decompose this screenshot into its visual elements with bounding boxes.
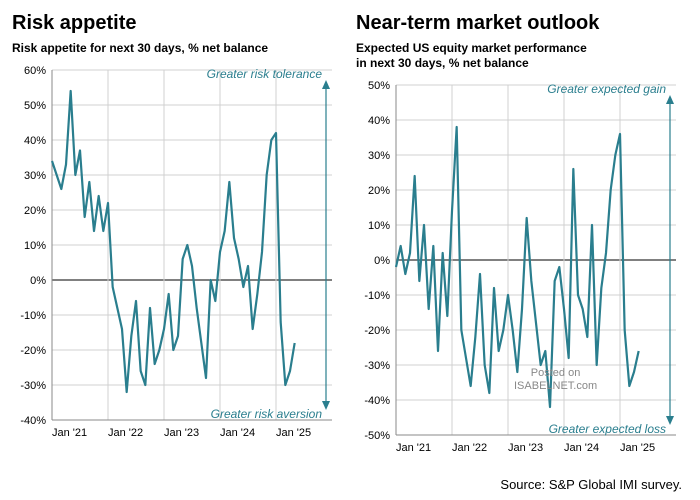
svg-text:Jan '24: Jan '24	[220, 427, 255, 439]
svg-text:Jan '22: Jan '22	[108, 427, 143, 439]
svg-text:30%: 30%	[368, 150, 390, 162]
svg-text:0%: 0%	[374, 255, 390, 267]
svg-text:0%: 0%	[30, 275, 46, 287]
line-chart: -40% -30% -20% -10% 0% 10% 20% 30% 40% 50% 60% Jan …	[12, 62, 342, 442]
svg-text:Greater risk tolerance: Greater risk tolerance	[207, 67, 323, 81]
svg-text:20%: 20%	[368, 185, 390, 197]
svg-text:Jan '21: Jan '21	[52, 427, 87, 439]
svg-text:Greater expected loss: Greater expected loss	[549, 422, 666, 436]
chart-title: Near-term market outlook	[356, 12, 688, 35]
chart-area: -50% -40% -30% -20% -10% 0% 10% 20% 30% 40% 50% Jan…	[356, 77, 688, 462]
chart-area: -40% -30% -20% -10% 0% 10% 20% 30% 40% 50% 60% Jan …	[12, 62, 344, 447]
chart-title: Risk appetite	[12, 12, 344, 35]
panel-row: Risk appetite Risk appetite for next 30 …	[12, 12, 688, 462]
svg-text:Jan '23: Jan '23	[508, 442, 543, 454]
line-chart: -50% -40% -30% -20% -10% 0% 10% 20% 30% 40% 50% Jan…	[356, 77, 686, 457]
source-text: Source: S&P Global IMI survey.	[500, 477, 682, 492]
svg-text:40%: 40%	[368, 115, 390, 127]
svg-text:-40%: -40%	[20, 415, 46, 427]
svg-text:-40%: -40%	[364, 395, 390, 407]
svg-text:-20%: -20%	[364, 325, 390, 337]
svg-text:-30%: -30%	[20, 380, 46, 392]
chart-subtitle: Risk appetite for next 30 days, % net ba…	[12, 41, 344, 56]
svg-text:20%: 20%	[24, 205, 46, 217]
svg-text:30%: 30%	[24, 170, 46, 182]
panel-market-outlook: Near-term market outlook Expected US equ…	[356, 12, 688, 462]
chart-subtitle: Expected US equity market performance in…	[356, 41, 688, 71]
svg-text:60%: 60%	[24, 65, 46, 77]
svg-text:Greater expected gain: Greater expected gain	[547, 82, 666, 96]
svg-text:-10%: -10%	[364, 290, 390, 302]
svg-text:10%: 10%	[24, 240, 46, 252]
svg-text:Greater risk aversion: Greater risk aversion	[211, 407, 323, 421]
svg-text:50%: 50%	[24, 100, 46, 112]
svg-text:Jan '24: Jan '24	[564, 442, 599, 454]
svg-text:Jan '23: Jan '23	[164, 427, 199, 439]
svg-text:Jan '21: Jan '21	[396, 442, 431, 454]
svg-text:-50%: -50%	[364, 430, 390, 442]
svg-text:Jan '25: Jan '25	[620, 442, 655, 454]
svg-text:10%: 10%	[368, 220, 390, 232]
svg-text:Jan '25: Jan '25	[276, 427, 311, 439]
svg-text:-20%: -20%	[20, 345, 46, 357]
svg-text:Jan '22: Jan '22	[452, 442, 487, 454]
svg-text:50%: 50%	[368, 80, 390, 92]
panel-risk-appetite: Risk appetite Risk appetite for next 30 …	[12, 12, 344, 462]
svg-text:40%: 40%	[24, 135, 46, 147]
svg-text:-10%: -10%	[20, 310, 46, 322]
svg-text:-30%: -30%	[364, 360, 390, 372]
